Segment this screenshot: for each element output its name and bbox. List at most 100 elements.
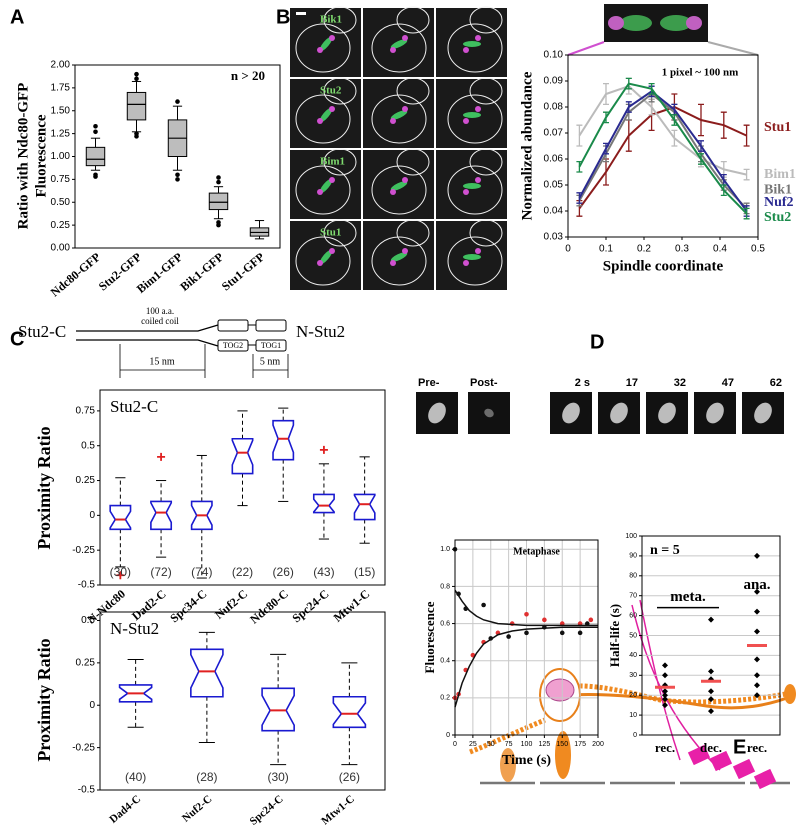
group-label: meta. (670, 589, 706, 605)
annotation: n = 5 (650, 543, 680, 558)
frap-label: 47 (722, 377, 734, 389)
annotation: 1 pixel ~ 100 nm (662, 67, 739, 79)
error-bar (603, 142, 609, 155)
point (588, 617, 594, 623)
frap-spot (562, 402, 580, 424)
box (118, 684, 153, 703)
error-bar (743, 168, 750, 181)
point (754, 552, 760, 559)
y-axis-label: Normalized abundance (519, 71, 535, 220)
x-tick-label: Spc24-C (289, 587, 331, 626)
panel-label: A (10, 6, 24, 28)
pole (329, 248, 335, 254)
x-tick-label: Ndc80-GFP (48, 250, 103, 300)
x-tick-label: Nuf2-C (212, 587, 250, 622)
error-bar (720, 184, 727, 197)
pole (402, 177, 408, 183)
y-axis-label: Ratio with Ndc80-GFP (15, 83, 31, 230)
pole (317, 260, 323, 266)
frap-label: 2 s (575, 377, 590, 389)
box (190, 648, 224, 698)
y-tick-label: 60 (629, 612, 637, 619)
x-tick-label: 150 (556, 741, 568, 748)
fit-line (454, 626, 598, 708)
y-tick-label: 0.6 (440, 620, 450, 627)
cell-outline (323, 77, 357, 105)
error-bar (625, 101, 632, 113)
y-tick-label: 0 (89, 700, 95, 711)
error-bar (698, 103, 704, 137)
cartoon-block (753, 768, 777, 790)
point (708, 616, 714, 623)
spindle (319, 36, 333, 52)
legend-label: Stu1 (764, 120, 791, 135)
flier (157, 452, 166, 461)
fit-line (454, 589, 598, 627)
error-bar (698, 153, 704, 165)
pole (402, 35, 408, 41)
panel-label: E (733, 736, 746, 758)
spindle (390, 252, 408, 262)
x-tick-label: Dad4-C (107, 793, 143, 826)
spindle-image-magenta (608, 16, 624, 30)
box (208, 192, 229, 211)
error-bar (625, 119, 632, 152)
y-tick-label: 0.75 (51, 174, 71, 185)
cartoon-head (500, 748, 516, 782)
flier (134, 131, 139, 136)
point (754, 682, 760, 689)
point (524, 630, 529, 636)
x-tick-label: 0 (453, 741, 457, 748)
cell-outline (295, 94, 351, 144)
spindle (319, 178, 333, 194)
error-bar (576, 124, 583, 147)
y-tick-label: 0.10 (544, 50, 564, 61)
frap-label: Post- (470, 377, 498, 389)
y-tick-label: 40 (629, 652, 637, 659)
pole (317, 189, 323, 195)
spindle (390, 181, 408, 191)
micrograph-label: Stu1 (320, 227, 341, 239)
x-tick-label: Mtw1-C (319, 793, 357, 827)
box (353, 493, 376, 521)
flier (216, 175, 221, 180)
flier (134, 76, 139, 82)
x-tick-label: Ndc80-C (247, 587, 291, 627)
tog-box (255, 319, 287, 332)
series-line (578, 90, 748, 212)
x-axis-label: Spindle coordinate (603, 258, 724, 274)
y-tick-label: 0 (633, 732, 637, 739)
error-bar (648, 82, 655, 95)
spindle (463, 183, 481, 189)
pole (463, 47, 469, 53)
cell-outline (469, 148, 503, 176)
y-tick-label: -0.5 (78, 785, 96, 796)
micrograph-label: Bik1 (320, 14, 342, 26)
legend-label: Bim1 (764, 167, 796, 182)
point (662, 702, 668, 709)
frap-spot (754, 402, 772, 424)
micrograph-label: Bim1 (320, 156, 345, 168)
diagram-label: Stu2-C (18, 322, 66, 341)
x-tick-label: Nuf2-C (180, 793, 214, 825)
frap-label: Pre- (418, 377, 440, 389)
chart-title: N-Stu2 (110, 619, 159, 638)
x-axis-label: Time (s) (502, 753, 551, 768)
y-tick-label: 0.25 (76, 657, 96, 668)
x-tick-label: dec. (700, 740, 722, 755)
count-label: (30) (110, 565, 131, 579)
x-tick-label: Mtw1-C (331, 587, 373, 625)
y-axis-label: Fluorescence (33, 114, 49, 197)
x-tick-label: 0.3 (675, 244, 689, 255)
cell-outline (371, 94, 427, 144)
pole (475, 177, 481, 183)
error-bar (603, 82, 609, 106)
pole (329, 35, 335, 41)
x-tick-label: 125 (539, 741, 551, 748)
y-tick-label: 1.25 (51, 128, 71, 139)
diagram-label: 15 nm (149, 356, 175, 367)
x-tick-label: 0.4 (713, 244, 727, 255)
y-tick-label: 0.05 (544, 180, 564, 191)
pole (390, 260, 396, 266)
